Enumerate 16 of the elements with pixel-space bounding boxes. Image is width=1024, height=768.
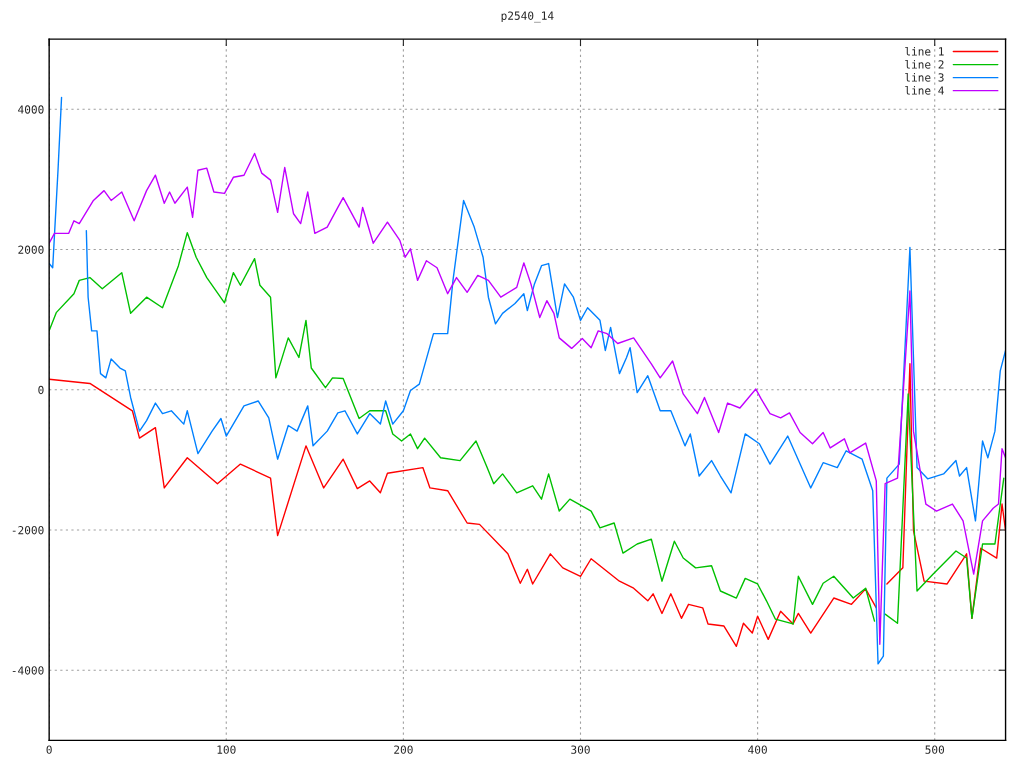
x-tick-label: 0: [46, 745, 52, 754]
y-tick-label: -2000: [12, 526, 44, 535]
x-tick-label: 400: [748, 745, 767, 754]
y-tick-label: 4000: [18, 105, 44, 114]
y-tick-label: 2000: [18, 245, 44, 254]
y-tick-label: 0: [38, 385, 44, 395]
x-tick-label: 100: [217, 745, 236, 754]
x-tick-label: 200: [394, 745, 413, 754]
chart-title: p2540_14: [501, 11, 554, 23]
y-tick-label: -4000: [12, 666, 44, 675]
x-tick-label: 500: [925, 745, 945, 754]
x-tick-label: 300: [571, 745, 590, 754]
legend-label: line 1: [905, 46, 944, 56]
legend-label: line 4: [905, 86, 944, 95]
legend-label: line 2: [905, 59, 944, 69]
legend-label: line 3: [905, 73, 944, 82]
